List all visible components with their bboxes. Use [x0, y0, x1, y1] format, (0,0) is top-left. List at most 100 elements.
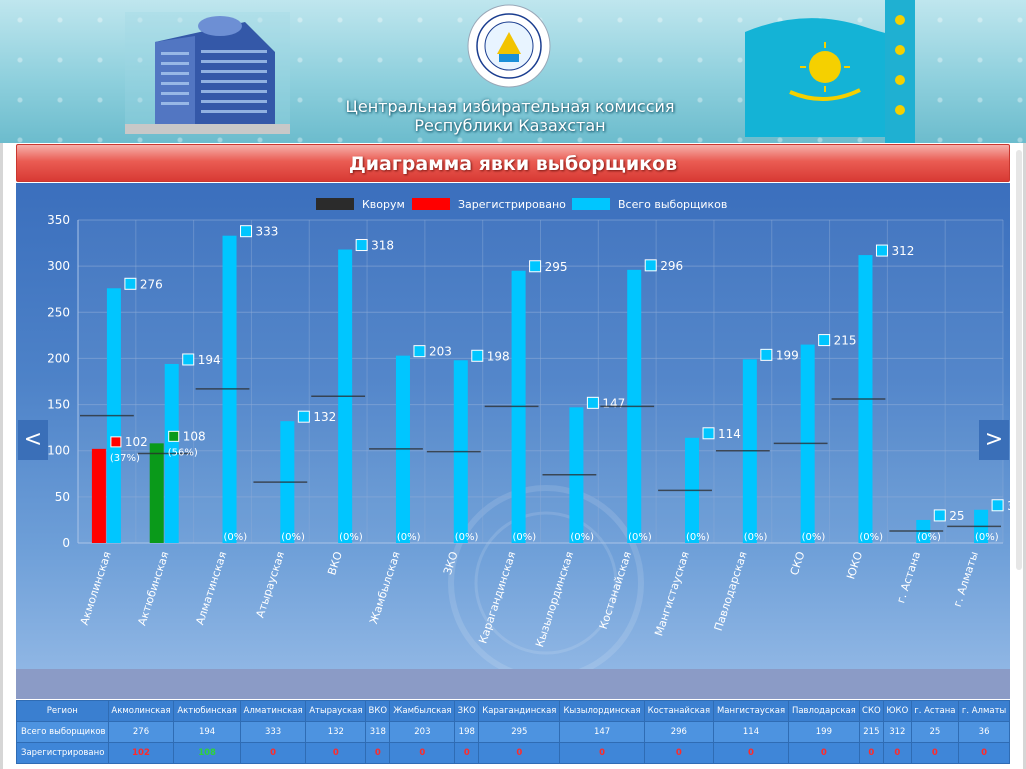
- percent-label: (0%): [570, 532, 594, 543]
- table-cell: 198: [454, 721, 480, 743]
- total-label-marker: [991, 499, 1004, 512]
- table-header-cell: Акмолинская: [107, 700, 175, 722]
- table-row-label: Всего выборщиков: [16, 721, 109, 743]
- total-label-marker: [760, 348, 773, 361]
- organization-title-line1: Центральная избирательная комиссия: [345, 97, 675, 116]
- registered-count: 0: [419, 748, 426, 758]
- table-cell: 295: [478, 721, 561, 743]
- table-row-label: Зарегистрировано: [16, 742, 109, 764]
- percent-label: (0%): [223, 532, 247, 543]
- table-header-cell: ВКО: [365, 700, 391, 722]
- table-header-cell: Кызылординская: [559, 700, 645, 722]
- total-value-label: 295: [545, 260, 568, 274]
- total-value-label: 194: [198, 353, 221, 367]
- registered-value-label: 102: [125, 435, 148, 449]
- percent-label: (0%): [281, 532, 305, 543]
- total-value-label: 312: [891, 244, 914, 258]
- table-header-cell: г. Астана: [910, 700, 960, 722]
- turnout-chart: 0 50 100 150 200 250 300 350 276 102 (37%) Акмолинс…: [47, 198, 1010, 649]
- next-arrow-button[interactable]: >: [979, 420, 1009, 460]
- legend-label: Зарегистрировано: [458, 198, 566, 211]
- total-value-label: 215: [834, 334, 857, 348]
- table-cell: 0: [910, 742, 960, 764]
- chart-area: 0 50 100 150 200 250 300 350 276 102 (37%) Акмолинс…: [16, 183, 1010, 669]
- percent-label: (56%): [168, 447, 198, 458]
- table-cell: 0: [239, 742, 307, 764]
- organization-title-line2: Республики Казахстан: [414, 116, 606, 135]
- category-label: ЮКО: [844, 550, 865, 581]
- y-tick-label: 150: [47, 398, 70, 412]
- table-header-cell: Актюбинская: [173, 700, 241, 722]
- table-cell: 114: [712, 721, 790, 743]
- percent-label: (0%): [859, 532, 883, 543]
- registered-count: 0: [332, 748, 339, 758]
- total-value-label: 203: [429, 345, 452, 359]
- percent-label: (0%): [513, 532, 537, 543]
- percent-label: (0%): [686, 532, 710, 543]
- table-header-cell: ЗКО: [454, 700, 480, 722]
- table-header-cell: Алматинская: [239, 700, 307, 722]
- table-cell: 0: [559, 742, 645, 764]
- category-label: Атырауская: [254, 550, 288, 620]
- total-value-label: 114: [718, 427, 741, 441]
- percent-label: (0%): [628, 532, 652, 543]
- kazakhstan-flag-image: [745, 18, 915, 137]
- table-cell: 147: [559, 721, 645, 743]
- percent-label: (0%): [917, 532, 941, 543]
- registered-count: 102: [132, 748, 150, 758]
- table-cell: 199: [788, 721, 860, 743]
- table-cell: 333: [239, 721, 307, 743]
- table-cell: 0: [478, 742, 561, 764]
- total-value-label: 147: [602, 396, 625, 410]
- percent-label: (0%): [455, 532, 479, 543]
- table-row: Всего выборщиков 276 194 333 132 318 203 198 295…: [16, 721, 1010, 743]
- y-tick-label: 300: [47, 259, 70, 273]
- total-value-label: 296: [660, 259, 683, 273]
- total-label-marker: [875, 244, 888, 257]
- table-header-cell: Карагандинская: [478, 700, 561, 722]
- category-label: Актюбинская: [135, 550, 171, 627]
- registered-count: 0: [516, 748, 523, 758]
- registered-label-marker: [110, 436, 122, 448]
- vertical-scrollbar[interactable]: [1016, 150, 1022, 570]
- table-header-cell: Атырауская: [305, 700, 367, 722]
- total-value-label: 333: [256, 225, 279, 239]
- table-cell: 0: [643, 742, 715, 764]
- page-title: Диаграмма явки выборщиков: [16, 144, 1010, 182]
- table-cell: 0: [389, 742, 456, 764]
- table-cell: 102: [107, 742, 175, 764]
- total-value-label: 318: [371, 239, 394, 253]
- category-label: г. Алматы: [951, 550, 981, 609]
- total-label-marker: [529, 260, 542, 273]
- y-tick-label: 50: [55, 490, 70, 504]
- table-header-cell: Регион: [16, 700, 109, 722]
- table-row: Зарегистрировано 102 108 0 0 0 0 0 0 0 0 0 0 0 0 0 0: [16, 742, 1010, 764]
- category-label: ВКО: [325, 550, 345, 577]
- total-value-label: 199: [776, 348, 799, 362]
- y-tick-label: 200: [47, 351, 70, 365]
- total-label-marker: [297, 410, 310, 423]
- registered-count: 0: [374, 748, 381, 758]
- table-header-cell: Мангистауская: [712, 700, 790, 722]
- table-cell: 312: [883, 721, 912, 743]
- registered-value-label: 108: [183, 429, 206, 443]
- table-cell: 0: [454, 742, 480, 764]
- table-header-cell: г. Алматы: [958, 700, 1010, 722]
- table-cell: 0: [958, 742, 1010, 764]
- building-image: [125, 12, 290, 134]
- chart-footer-strip: [16, 669, 1010, 699]
- total-value-label: 36: [1007, 499, 1010, 513]
- registered-count: 0: [599, 748, 606, 758]
- registered-count: 0: [820, 748, 827, 758]
- percent-label: (0%): [744, 532, 768, 543]
- table-header-cell: ЮКО: [883, 700, 912, 722]
- cec-emblem-logo: [467, 4, 551, 88]
- table-cell: 132: [305, 721, 367, 743]
- category-label: г. Астана: [894, 550, 923, 605]
- prev-arrow-button[interactable]: <: [18, 420, 48, 460]
- total-value-label: 25: [949, 509, 964, 523]
- registered-count: 0: [931, 748, 938, 758]
- legend-swatch: [572, 198, 610, 210]
- organization-title: Центральная избирательная комиссия Респу…: [300, 97, 720, 135]
- table-cell: 0: [858, 742, 885, 764]
